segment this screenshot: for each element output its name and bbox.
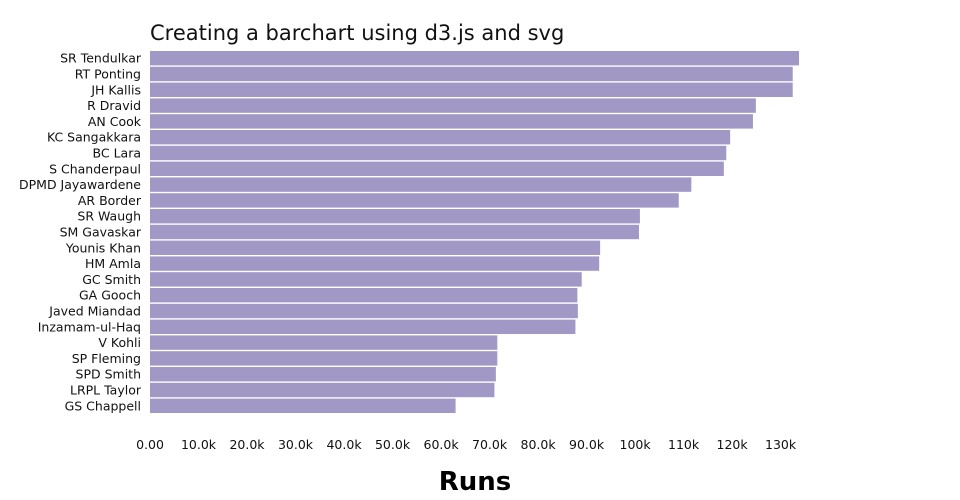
x-tick-label: 80.0k	[521, 437, 557, 452]
x-tick-label: 50.0k	[375, 437, 411, 452]
x-tick-label: 130k	[765, 437, 797, 452]
x-tick-label: 60.0k	[424, 437, 460, 452]
category-label: SR Waugh	[77, 209, 141, 224]
bar-hm-amla	[150, 256, 600, 271]
category-label: KC Sangakkara	[47, 130, 141, 145]
x-tick-label: 30.0k	[278, 437, 314, 452]
bar-sr-waugh	[150, 209, 640, 224]
bar-gs-chappell	[150, 398, 456, 413]
bar-r-dravid	[150, 98, 756, 113]
x-tick-label: 90.0k	[569, 437, 605, 452]
bar-dpmd-jayawardene	[150, 177, 692, 192]
category-label: RT Ponting	[75, 67, 141, 82]
x-tick-label: 120k	[717, 437, 749, 452]
bar-spd-smith	[150, 367, 496, 382]
x-axis-title: Runs	[439, 467, 512, 497]
category-label: Javed Miandad	[48, 304, 141, 319]
category-label: AR Border	[78, 193, 142, 208]
bar-younis-khan	[150, 240, 601, 255]
bar-inzamam-ul-haq	[150, 319, 576, 334]
category-label: SM Gavaskar	[60, 225, 142, 240]
bar-bc-lara	[150, 145, 727, 161]
category-label: GA Gooch	[79, 288, 141, 303]
bar-kc-sangakkara	[150, 130, 731, 145]
category-label: GC Smith	[82, 272, 141, 287]
chart-title: Creating a barchart using d3.js and svg	[150, 21, 564, 45]
bar-lrpl-taylor	[150, 382, 495, 398]
bar-ga-gooch	[150, 288, 578, 303]
category-label: AN Cook	[88, 114, 142, 129]
category-label: GS Chappell	[65, 398, 141, 413]
x-axis-ticks: 0.00 10.0k 20.0k 30.0k 40.0k 50.0k 60.0k 70.0k 8…	[136, 437, 797, 452]
bar-s-chanderpaul	[150, 161, 724, 176]
bar-sp-fleming	[150, 351, 498, 366]
bar-v-kohli	[150, 335, 498, 350]
bar-sm-gavaskar	[150, 224, 639, 240]
category-label: LRPL Taylor	[70, 383, 142, 398]
x-tick-label: 100k	[620, 437, 652, 452]
x-tick-label: 40.0k	[326, 437, 362, 452]
bar-sr-tendulkar	[150, 51, 800, 66]
bar-javed-miandad	[150, 303, 578, 319]
category-label: DPMD Jayawardene	[19, 177, 141, 192]
category-label: Inzamam-ul-Haq	[38, 319, 141, 334]
x-tick-label: 70.0k	[472, 437, 508, 452]
bar-rt-ponting	[150, 66, 793, 82]
category-label: S Chanderpaul	[49, 161, 141, 176]
category-label: Younis Khan	[65, 240, 141, 255]
bar-an-cook	[150, 114, 753, 129]
x-tick-label: 10.0k	[181, 437, 217, 452]
category-label: V Kohli	[98, 335, 141, 350]
category-label: BC Lara	[93, 146, 141, 161]
x-tick-label: 20.0k	[229, 437, 265, 452]
category-label: SR Tendulkar	[60, 51, 142, 66]
category-label: HM Amla	[85, 256, 141, 271]
category-label: R Dravid	[87, 98, 141, 113]
category-label: JH Kallis	[90, 82, 141, 97]
category-label: SPD Smith	[76, 367, 141, 382]
bar-jh-kallis	[150, 82, 793, 97]
bar-ar-border	[150, 193, 679, 208]
x-tick-label: 0.00	[136, 437, 164, 452]
bars-layer	[150, 51, 800, 413]
category-label: SP Fleming	[72, 351, 141, 366]
bar-gc-smith	[150, 272, 582, 287]
x-tick-label: 110k	[668, 437, 700, 452]
